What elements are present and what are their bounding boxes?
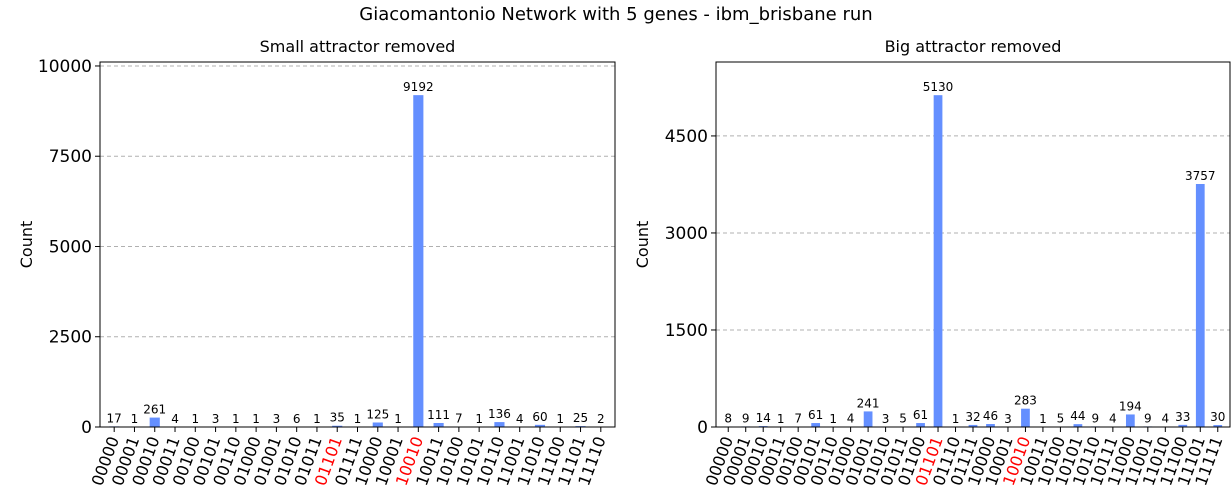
value-label: 14: [756, 411, 771, 425]
bar: [1195, 183, 1205, 427]
value-label: 3: [1004, 412, 1012, 426]
value-label: 7: [455, 412, 463, 426]
y-tick-label: 0: [81, 418, 92, 438]
bar: [863, 411, 873, 427]
bar: [1021, 408, 1030, 427]
y-tick-label: 1500: [665, 321, 708, 341]
value-label: 7: [794, 412, 802, 426]
value-label: 241: [857, 396, 880, 410]
value-label: 6: [293, 412, 301, 426]
value-label: 111: [427, 408, 450, 422]
value-label: 32: [965, 410, 980, 424]
bar: [986, 424, 995, 427]
bar: [1178, 424, 1188, 427]
value-label: 1: [232, 412, 240, 426]
y-tick-label: 3000: [665, 224, 708, 244]
value-label: 3757: [1185, 169, 1216, 183]
bar: [933, 95, 943, 427]
value-label: 1: [394, 412, 402, 426]
y-tick-label: 10000: [38, 57, 92, 77]
y-axis-label: Count: [633, 221, 652, 269]
bar: [1073, 424, 1083, 427]
axes-frame: [715, 61, 1231, 428]
value-label: 261: [143, 403, 166, 417]
y-tick-label: 7500: [49, 147, 92, 167]
value-label: 194: [1119, 399, 1142, 413]
value-label: 4: [516, 412, 524, 426]
value-label: 4: [1109, 412, 1117, 426]
value-label: 136: [488, 407, 511, 421]
bar: [968, 424, 978, 427]
value-label: 5: [1057, 412, 1065, 426]
value-label: 1: [191, 412, 199, 426]
value-label: 17: [107, 411, 122, 425]
value-label: 25: [573, 411, 588, 425]
value-label: 9192: [403, 80, 434, 94]
value-label: 1: [952, 412, 960, 426]
bar: [149, 417, 160, 427]
chart-title: Small attractor removed: [260, 37, 456, 56]
value-label: 44: [1070, 409, 1085, 423]
value-label: 5: [899, 412, 907, 426]
value-label: 30: [1210, 410, 1225, 424]
value-label: 1: [556, 412, 564, 426]
y-tick-label: 0: [697, 418, 708, 438]
value-label: 3: [212, 412, 220, 426]
value-label: 3: [273, 412, 281, 426]
value-label: 46: [983, 409, 998, 423]
y-axis-label: Count: [17, 221, 36, 269]
value-label: 3: [882, 412, 890, 426]
value-label: 5130: [923, 80, 954, 94]
value-label: 61: [913, 408, 928, 422]
bar: [534, 424, 546, 427]
value-label: 2: [597, 412, 605, 426]
y-tick-label: 4500: [665, 127, 708, 147]
value-label: 33: [1175, 410, 1190, 424]
value-label: 9: [1092, 411, 1100, 425]
value-label: 9: [1144, 411, 1152, 425]
value-label: 1: [777, 412, 785, 426]
y-tick-label: 2500: [49, 328, 92, 348]
value-label: 1: [252, 412, 260, 426]
bar: [811, 423, 821, 427]
value-label: 1: [1039, 412, 1047, 426]
bar: [433, 422, 444, 427]
value-label: 61: [808, 408, 823, 422]
value-label: 8: [724, 411, 732, 425]
figure-title: Giacomantonio Network with 5 genes - ibm…: [359, 4, 872, 25]
bar: [916, 423, 925, 427]
bar: [332, 425, 343, 427]
value-label: 1: [313, 412, 321, 426]
value-label: 1: [829, 412, 837, 426]
value-label: 4: [1161, 412, 1169, 426]
value-label: 1: [354, 412, 362, 426]
value-label: 4: [847, 412, 855, 426]
value-label: 60: [532, 410, 547, 424]
value-label: 4: [171, 412, 179, 426]
bar: [1213, 425, 1223, 427]
axes-frame: [99, 61, 616, 428]
bar: [372, 422, 383, 427]
y-tick-label: 5000: [49, 237, 92, 257]
value-label: 1: [475, 412, 483, 426]
value-label: 9: [742, 411, 750, 425]
value-label: 35: [330, 411, 345, 425]
bar: [413, 95, 424, 428]
value-label: 125: [366, 407, 389, 421]
bar: [494, 422, 505, 427]
value-label: 283: [1014, 394, 1037, 408]
chart-title: Big attractor removed: [885, 37, 1062, 56]
value-label: 1: [131, 412, 139, 426]
bar: [1125, 414, 1135, 427]
